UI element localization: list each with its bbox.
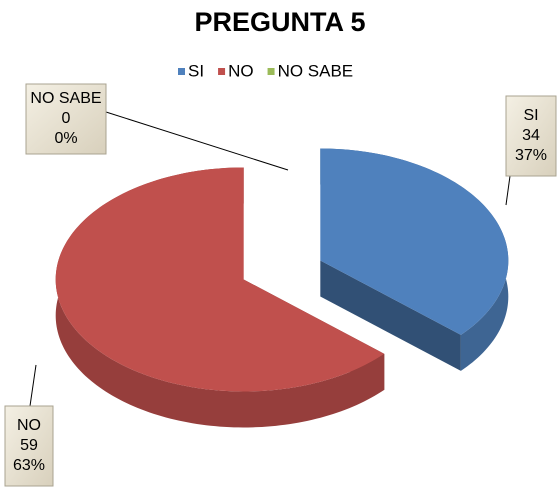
data-label-value: 59	[20, 437, 38, 454]
legend-label: SI	[188, 61, 204, 80]
data-label-percent: 37%	[515, 147, 547, 164]
data-label-box	[505, 95, 557, 177]
data-label-percent: 0%	[54, 130, 77, 147]
data-label-percent: 63%	[13, 457, 45, 474]
legend-swatch	[178, 68, 185, 75]
data-label-value: 34	[522, 127, 540, 144]
slice	[55, 167, 385, 392]
leader-line	[505, 175, 511, 206]
legend: SI NO NO SABE	[178, 61, 353, 80]
data-label-value: 0	[62, 110, 71, 127]
leader-line	[29, 364, 37, 407]
legend-swatch	[267, 68, 275, 75]
slice-side	[320, 260, 461, 371]
slice-side	[55, 167, 385, 428]
data-label-name: NO	[17, 417, 41, 434]
data-label-name: SI	[523, 107, 538, 124]
data-label-name: NO SABE	[30, 90, 101, 107]
data-label-box	[4, 405, 54, 487]
legend-label: NO	[228, 61, 254, 80]
leader-line	[105, 111, 289, 171]
legend-label: NO SABE	[278, 61, 354, 80]
chart-title: PREGUNTA 5	[194, 7, 365, 37]
data-label-box	[25, 83, 107, 155]
slice	[320, 148, 509, 335]
legend-swatch	[218, 68, 226, 75]
